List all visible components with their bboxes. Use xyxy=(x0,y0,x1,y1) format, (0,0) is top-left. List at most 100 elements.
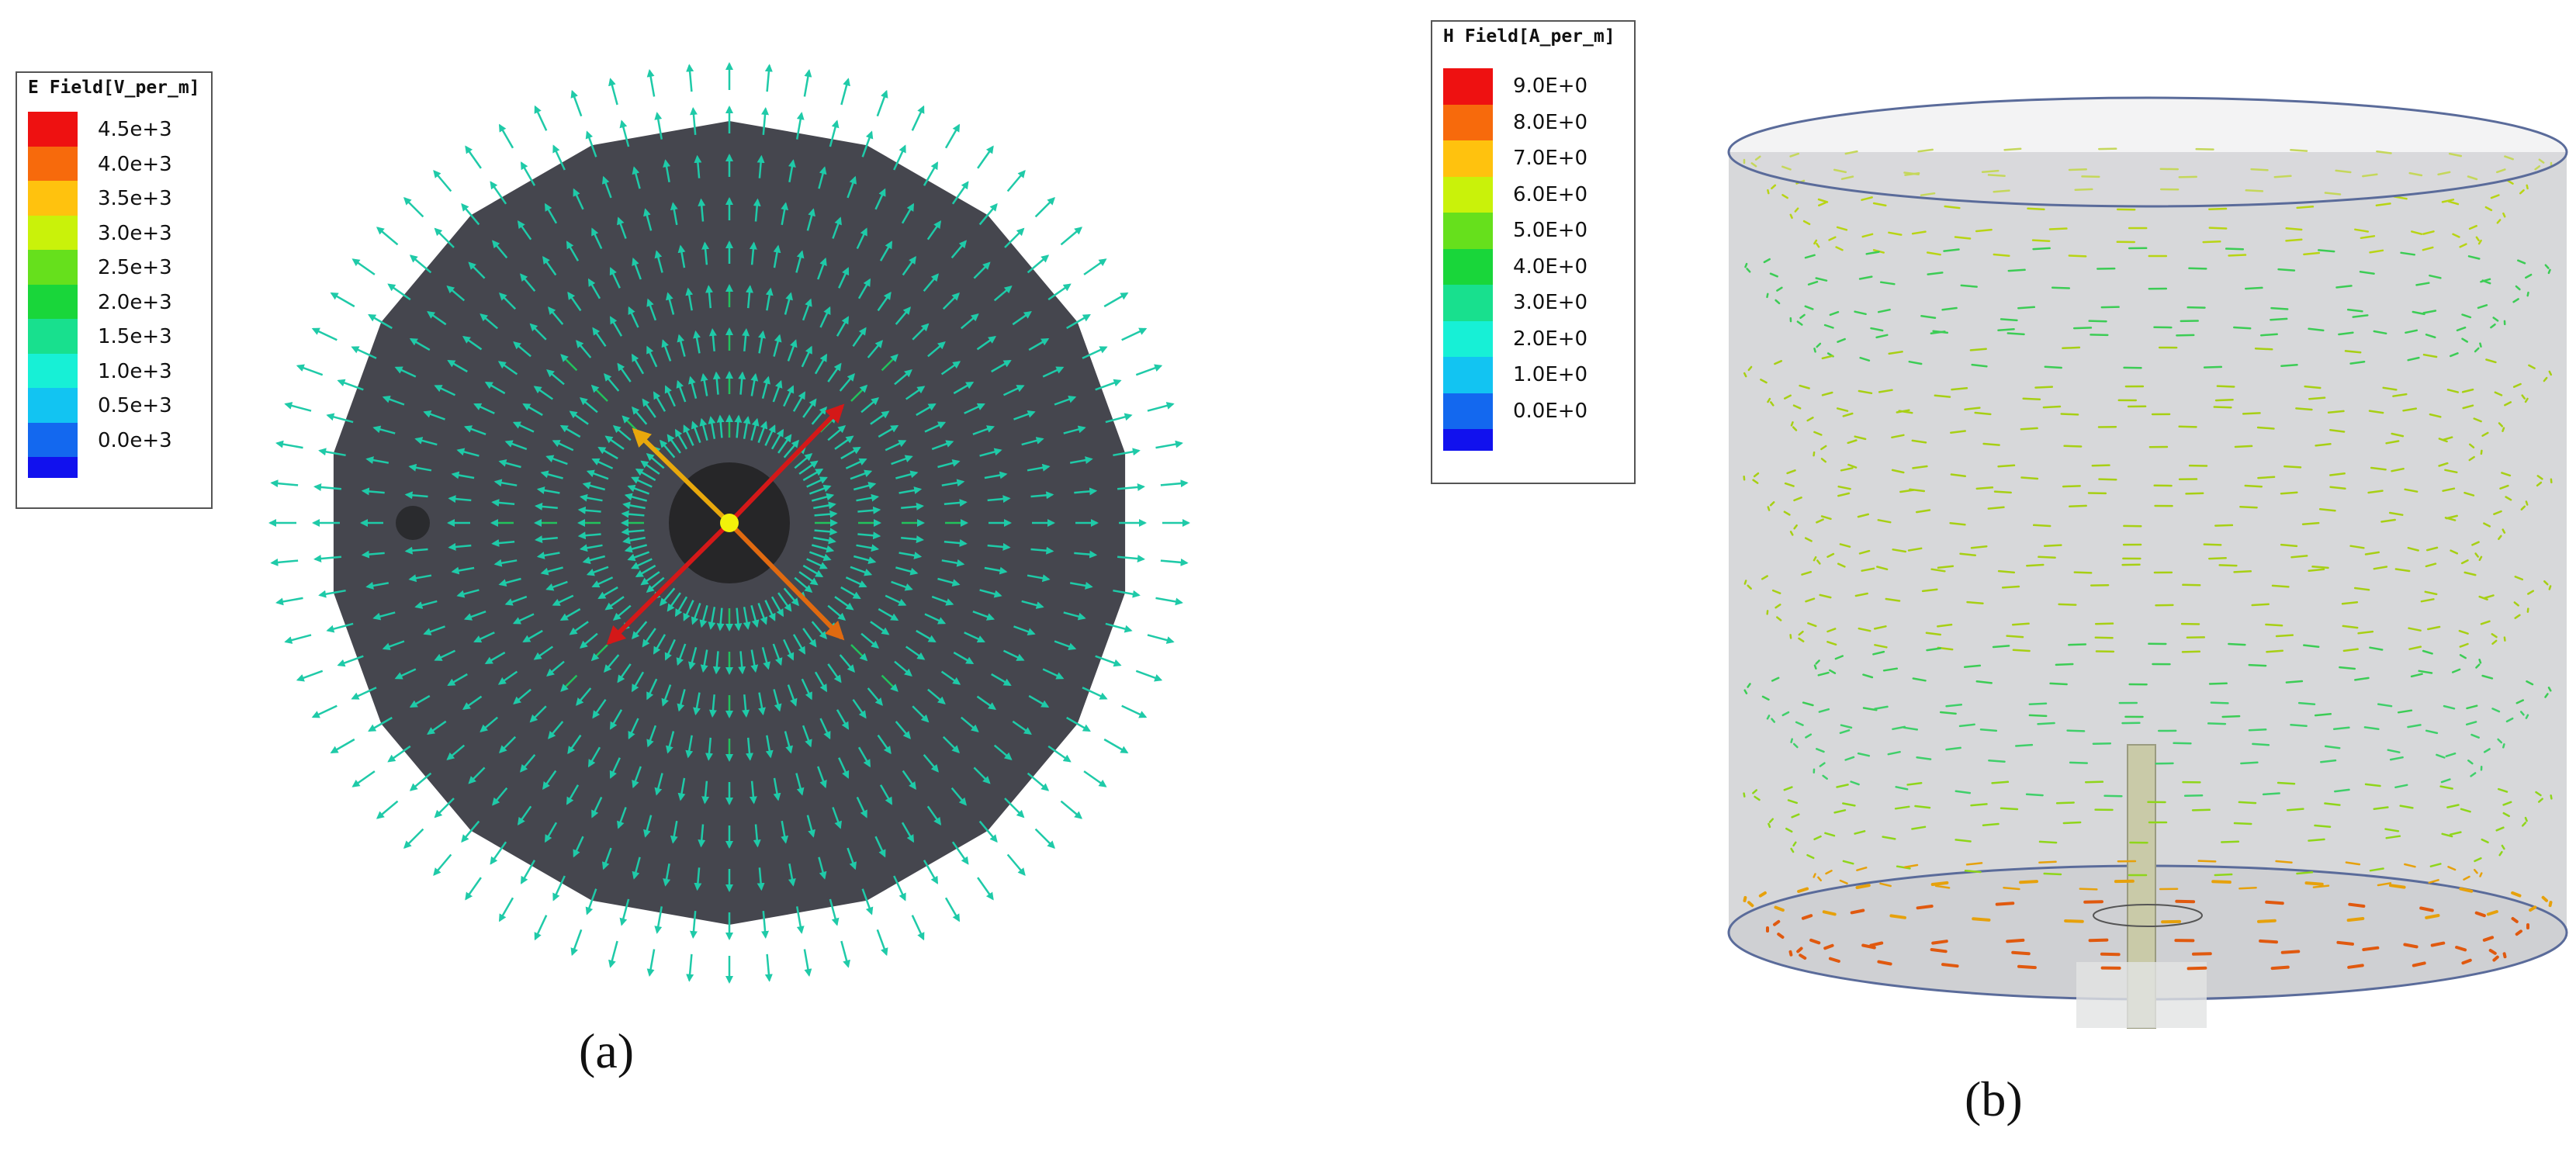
h-field-arrow xyxy=(2385,440,2400,445)
h-field-arrow xyxy=(2055,801,2075,805)
h-field-arrow xyxy=(2471,541,2480,546)
e-field-arrow xyxy=(465,877,482,901)
e-field-arrow xyxy=(773,244,781,268)
h-field-arrow xyxy=(1768,822,1771,829)
h-field-arrow xyxy=(2446,804,2460,808)
e-field-arrow xyxy=(560,674,578,692)
e-field-arrow xyxy=(757,602,768,625)
h-field-arrow xyxy=(2250,168,2269,171)
h-field-arrow xyxy=(2407,356,2420,362)
h-field-arrow xyxy=(2017,306,2036,310)
h-field-arrow xyxy=(1949,521,1966,526)
h-field-arrow xyxy=(2438,462,2449,467)
h-field-arrow xyxy=(2308,838,2325,842)
h-field-arrow xyxy=(2470,772,2477,777)
h-field-arrow xyxy=(2348,902,2366,908)
e-field-arrow xyxy=(857,278,871,299)
h-field-arrow xyxy=(2502,212,2506,218)
h-field-arrow xyxy=(2370,466,2387,471)
h-field-arrow xyxy=(2228,254,2247,257)
h-field-arrow xyxy=(2094,636,2114,639)
e-legend-tick-label: 1.5e+3 xyxy=(98,325,172,348)
h-field-arrow xyxy=(2490,194,2500,199)
h-field-arrow xyxy=(2003,147,2022,151)
h-field-arrow xyxy=(1773,919,1781,926)
e-field-arrow xyxy=(1155,597,1183,606)
e-field-arrow xyxy=(576,687,592,706)
e-field-arrow xyxy=(802,468,824,482)
e-field-arrow xyxy=(984,566,1008,575)
h-field-arrow xyxy=(2494,391,2503,396)
e-field-arrow xyxy=(498,123,514,149)
h-field-arrow xyxy=(1912,465,1928,469)
e-field-arrow xyxy=(667,592,681,612)
h-field-arrow xyxy=(2038,840,2058,844)
e-field-arrow xyxy=(891,580,913,591)
h-field-arrow xyxy=(2234,445,2253,448)
e-field-arrow xyxy=(937,577,961,587)
panel-a-field-plot xyxy=(268,62,1190,984)
e-field-arrow xyxy=(1030,546,1054,555)
port-hole xyxy=(396,506,430,540)
e-field-arrow xyxy=(876,929,888,957)
h-field-arrow xyxy=(2440,778,2451,784)
e-field-arrow xyxy=(579,397,598,414)
h-field-arrow xyxy=(2442,487,2456,492)
h-field-arrow xyxy=(2526,680,2534,686)
e-field-arrow xyxy=(987,495,1011,504)
h-field-arrow xyxy=(2504,401,2512,407)
e-field-arrow xyxy=(404,546,428,555)
e-field-arrow xyxy=(937,459,961,469)
h-field-arrow xyxy=(2448,152,2463,157)
h-field-arrow xyxy=(2208,556,2227,560)
e-field-arrow xyxy=(631,671,645,693)
e-field-arrow xyxy=(898,552,923,559)
h-field-arrow xyxy=(2103,794,2123,798)
e-field-arrow xyxy=(857,746,871,768)
h-field-arrow xyxy=(2280,491,2298,495)
h-field-arrow xyxy=(2354,228,2370,233)
h-field-arrow xyxy=(2512,382,2522,388)
h-field-arrow xyxy=(1857,513,1870,518)
e-field-arrow xyxy=(536,486,560,494)
e-field-arrow xyxy=(409,337,431,351)
h-field-arrow xyxy=(2480,620,2491,625)
e-field-arrow xyxy=(560,354,578,372)
e-field-arrow xyxy=(559,607,581,621)
h-field-arrow xyxy=(1816,518,1824,524)
h-field-arrow xyxy=(2515,285,2521,291)
h-field-arrow xyxy=(2502,743,2505,749)
h-field-arrow xyxy=(1987,506,2005,510)
e-field-arrow xyxy=(677,689,686,712)
e-field-arrow xyxy=(861,888,874,915)
e-field-arrow xyxy=(813,536,836,545)
e-field-arrow xyxy=(795,906,805,934)
e-field-arrow xyxy=(667,434,681,454)
e-field-arrow xyxy=(698,198,706,222)
e-field-arrow xyxy=(427,720,447,735)
h-field-arrow xyxy=(1925,632,1942,636)
h-field-arrow xyxy=(2367,490,2384,494)
e-field-arrow xyxy=(801,678,812,701)
e-field-arrow xyxy=(493,479,518,487)
h-field-arrow xyxy=(1752,789,1758,794)
e-field-arrow xyxy=(660,439,676,459)
e-field-arrow xyxy=(993,286,1013,302)
h-field-arrow xyxy=(1792,426,1798,431)
h-field-arrow xyxy=(2484,206,2493,212)
e-field-arrow xyxy=(529,323,547,341)
h-field-arrow xyxy=(1763,258,1771,264)
e-field-arrow xyxy=(463,425,486,435)
h-field-arrow xyxy=(1988,759,2006,763)
e-field-arrow xyxy=(895,566,919,576)
h-field-arrow xyxy=(1877,519,1892,524)
e-field-arrow xyxy=(517,805,532,825)
e-field-arrow xyxy=(976,695,997,710)
h-field-arrow xyxy=(1930,948,1948,953)
h-field-arrow xyxy=(1993,253,2010,258)
panel-b-field-plot xyxy=(1727,96,2568,1029)
h-field-arrow xyxy=(2270,965,2290,971)
h-field-arrow xyxy=(2091,464,2110,467)
e-field-arrow xyxy=(944,123,961,149)
e-field-arrow xyxy=(783,587,799,607)
